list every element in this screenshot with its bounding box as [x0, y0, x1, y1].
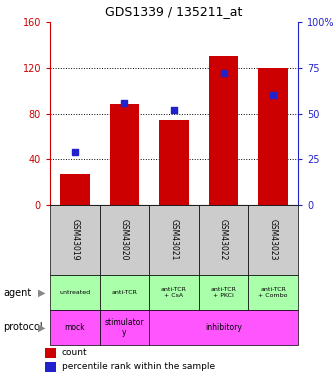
- Text: anti-TCR: anti-TCR: [112, 290, 137, 295]
- Bar: [110, 104, 139, 205]
- Bar: [248, 275, 298, 310]
- Text: GSM43020: GSM43020: [120, 219, 129, 261]
- Bar: [149, 205, 199, 275]
- Text: ▶: ▶: [38, 322, 46, 333]
- Bar: [50, 310, 100, 345]
- Text: GSM43022: GSM43022: [219, 219, 228, 261]
- Bar: [60, 174, 90, 205]
- Text: GSM43023: GSM43023: [269, 219, 278, 261]
- Title: GDS1339 / 135211_at: GDS1339 / 135211_at: [105, 5, 243, 18]
- Bar: [199, 275, 248, 310]
- Text: inhibitory: inhibitory: [205, 323, 242, 332]
- Text: mock: mock: [65, 323, 85, 332]
- Bar: [149, 310, 298, 345]
- Text: anti-TCR
+ Combo: anti-TCR + Combo: [258, 287, 288, 298]
- Bar: [45, 362, 56, 372]
- Bar: [50, 275, 100, 310]
- Bar: [50, 205, 100, 275]
- Point: [221, 70, 226, 76]
- Text: GSM43021: GSM43021: [169, 219, 178, 261]
- Text: percentile rank within the sample: percentile rank within the sample: [62, 362, 215, 371]
- Text: ▶: ▶: [38, 288, 46, 297]
- Bar: [209, 56, 238, 205]
- Point: [122, 99, 127, 105]
- Text: anti-TCR
+ PKCi: anti-TCR + PKCi: [211, 287, 236, 298]
- Bar: [45, 348, 56, 358]
- Bar: [159, 120, 189, 205]
- Text: untreated: untreated: [59, 290, 90, 295]
- Bar: [258, 68, 288, 205]
- Text: GSM43019: GSM43019: [70, 219, 79, 261]
- Text: agent: agent: [3, 288, 32, 297]
- Point: [171, 107, 177, 113]
- Point: [270, 92, 276, 98]
- Bar: [149, 275, 199, 310]
- Bar: [100, 310, 149, 345]
- Bar: [100, 205, 149, 275]
- Text: count: count: [62, 348, 88, 357]
- Text: protocol: protocol: [3, 322, 43, 333]
- Bar: [199, 205, 248, 275]
- Text: anti-TCR
+ CsA: anti-TCR + CsA: [161, 287, 187, 298]
- Text: stimulator
y: stimulator y: [105, 318, 144, 337]
- Bar: [100, 275, 149, 310]
- Point: [72, 149, 78, 155]
- Bar: [248, 205, 298, 275]
